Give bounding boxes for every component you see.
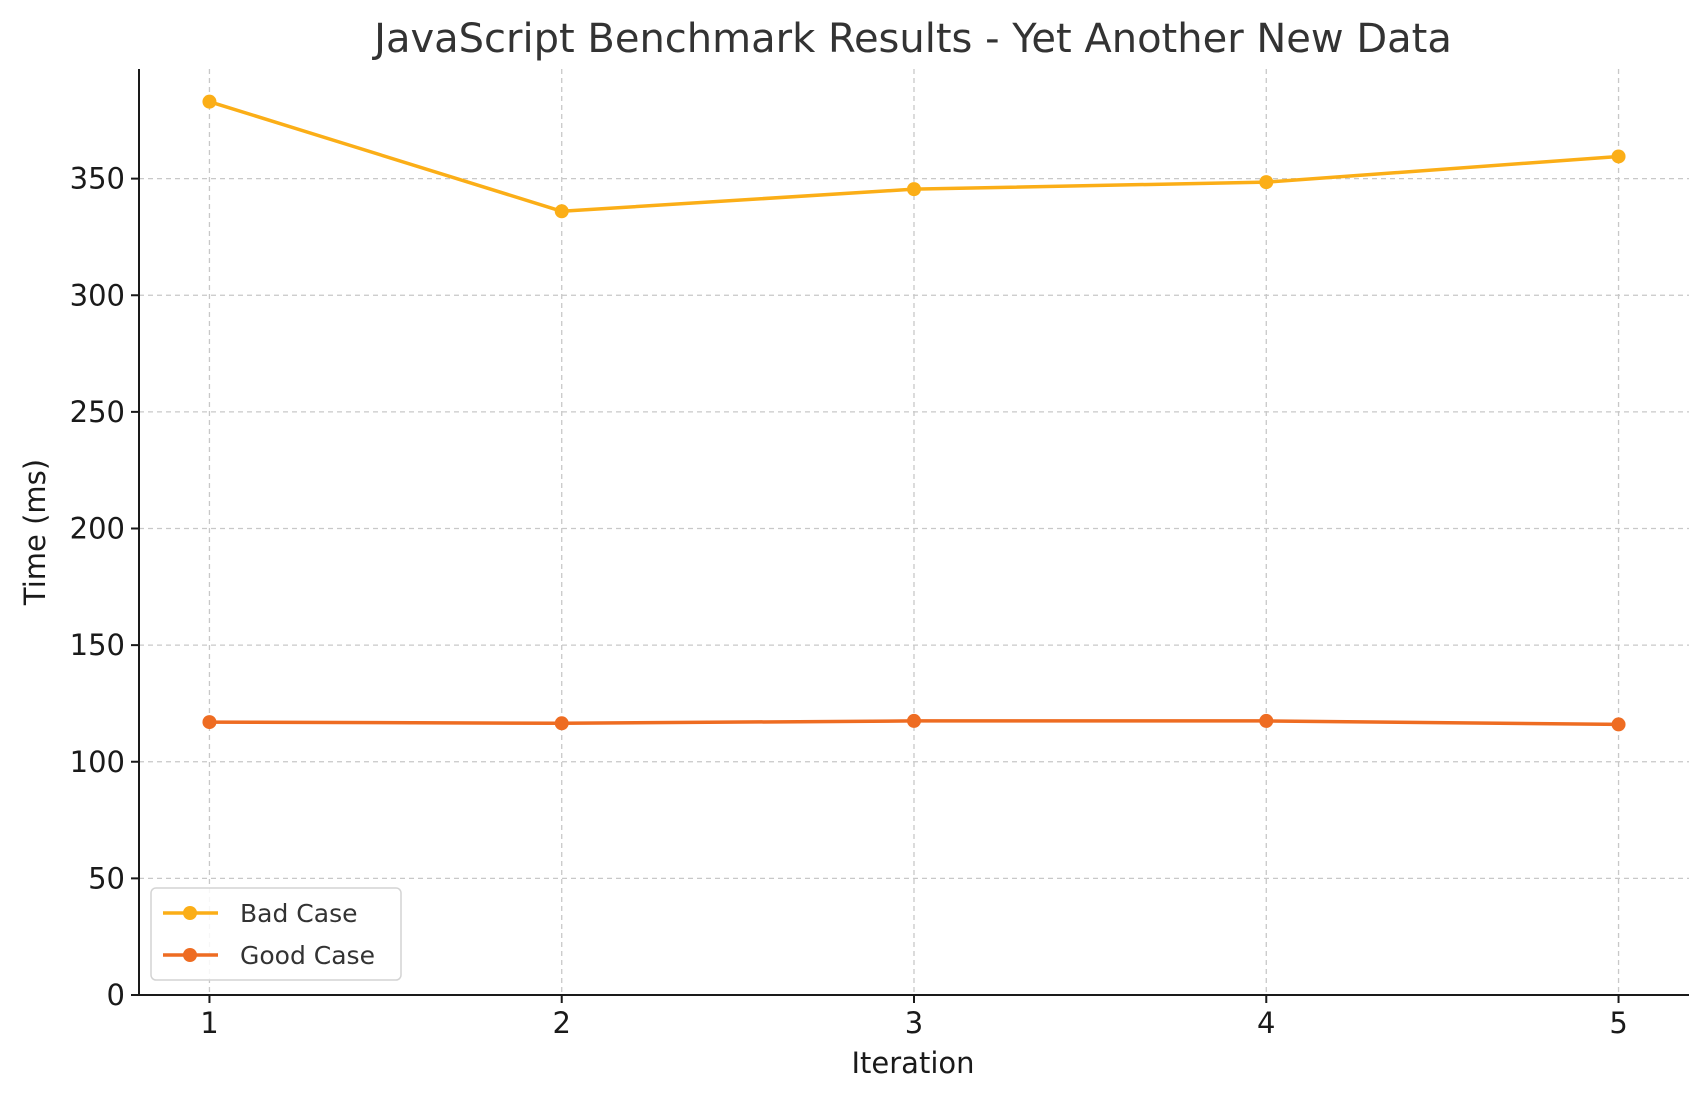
- data-point: [202, 715, 217, 730]
- x-tick-label: 2: [553, 1006, 571, 1040]
- y-tick-label: 150: [70, 628, 125, 662]
- tick-layer: 0 50 100 150 200 250 300 350 1 2 3 4 5: [70, 162, 1628, 1040]
- legend: Bad Case Good Case: [150, 887, 402, 981]
- series-layer: [202, 94, 1626, 732]
- y-tick-label: 50: [88, 861, 125, 895]
- y-tick-label: 100: [70, 745, 125, 779]
- legend-box: [150, 887, 402, 981]
- y-tick-label: 200: [70, 512, 125, 546]
- series-bad-case: [202, 94, 1626, 219]
- y-tick-label: 300: [70, 278, 125, 312]
- x-tick-label: 1: [200, 1006, 218, 1040]
- data-point: [907, 182, 921, 197]
- legend-marker: [183, 948, 197, 962]
- legend-label: Good Case: [240, 941, 375, 970]
- x-axis-label: Iteration: [851, 1046, 974, 1080]
- data-point: [1611, 149, 1626, 164]
- y-axis-label: Time (ms): [18, 459, 52, 606]
- x-tick-label: 4: [1257, 1006, 1275, 1040]
- data-point: [1259, 713, 1274, 728]
- y-tick-label: 0: [107, 978, 125, 1012]
- y-tick-label: 350: [70, 162, 125, 196]
- grid-layer: [139, 69, 1689, 995]
- series-good-case: [202, 713, 1626, 732]
- data-point: [1259, 175, 1274, 190]
- legend-entry: Bad Case: [163, 899, 357, 928]
- data-point: [1611, 717, 1626, 732]
- x-tick-label: 5: [1609, 1006, 1627, 1040]
- data-point: [907, 713, 921, 728]
- data-point: [202, 94, 217, 109]
- legend-marker: [183, 906, 197, 920]
- y-tick-label: 250: [70, 395, 125, 429]
- chart-title: JavaScript Benchmark Results - Yet Anoth…: [371, 16, 1452, 62]
- legend-entry: Good Case: [163, 941, 375, 970]
- x-tick-label: 3: [905, 1006, 923, 1040]
- data-point: [554, 716, 569, 731]
- legend-label: Bad Case: [240, 899, 357, 928]
- data-point: [554, 204, 569, 219]
